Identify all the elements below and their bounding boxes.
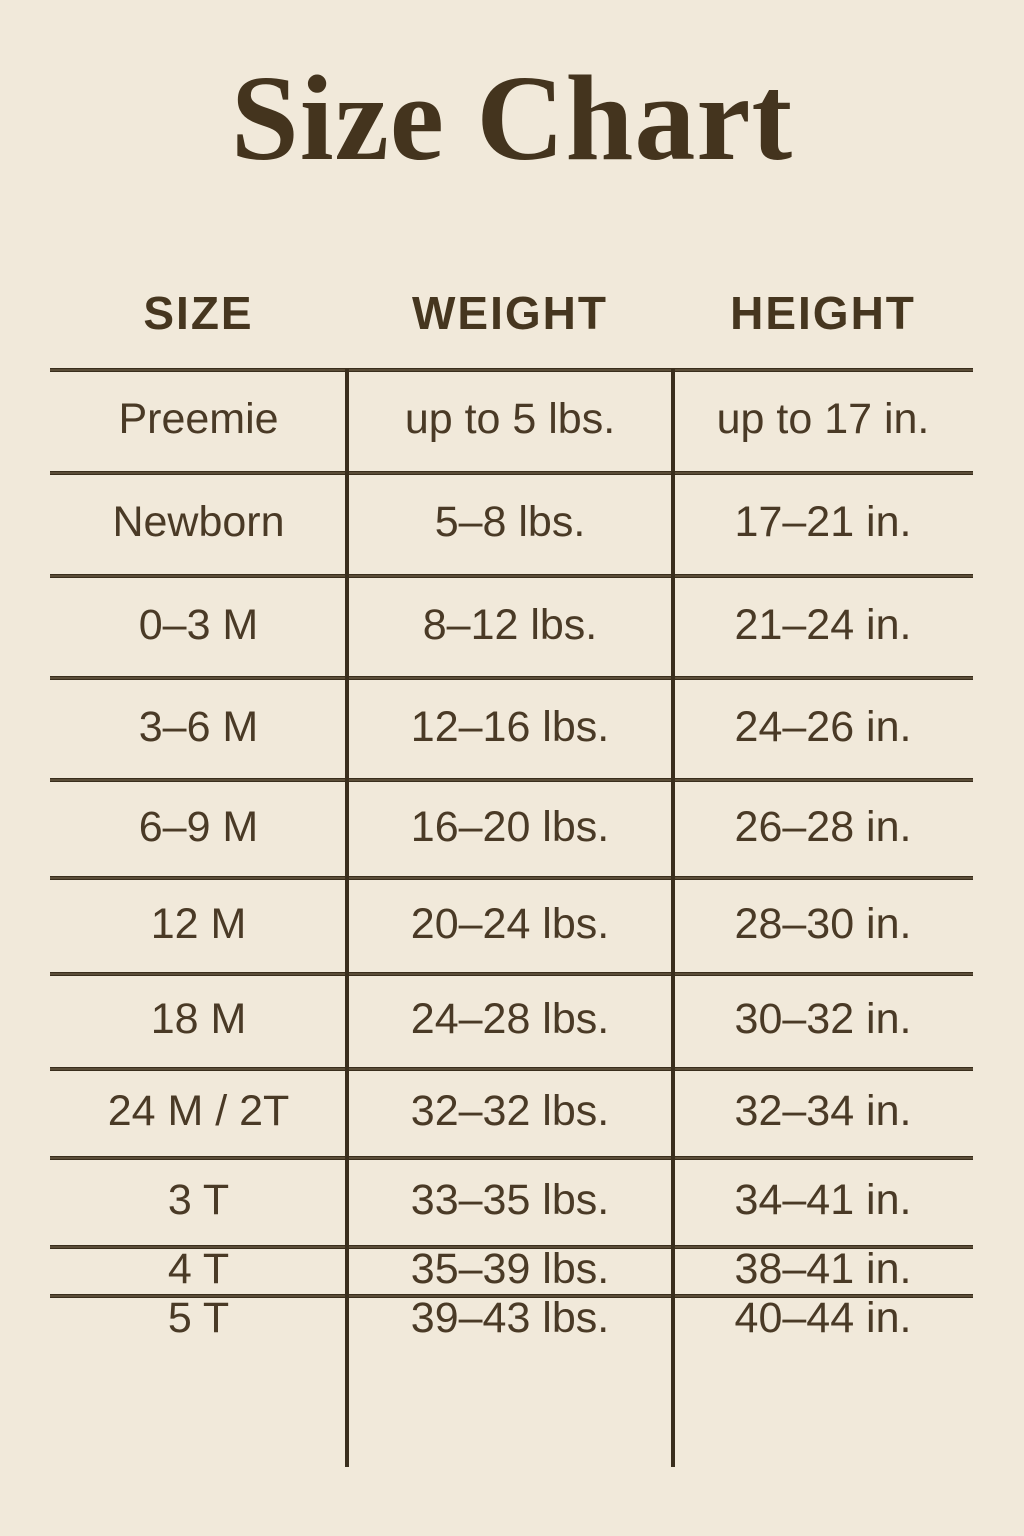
size-cell: 4 T: [167, 1245, 230, 1293]
height-cell: 28–30 in.: [734, 899, 912, 948]
size-cell: 5 T: [167, 1294, 230, 1342]
table-row: Preemie up to 5 lbs. up to 17 in.: [50, 368, 973, 471]
weight-cell: 8–12 lbs.: [422, 600, 598, 649]
weight-cell: 5–8 lbs.: [434, 498, 586, 546]
column-divider: [671, 368, 675, 1467]
weight-cell: 24–28 lbs.: [410, 995, 610, 1043]
weight-cell: 33–35 lbs.: [410, 1176, 610, 1224]
size-table: Preemie up to 5 lbs. up to 17 in. Newbor…: [50, 368, 973, 1467]
size-cell: Newborn: [112, 498, 285, 546]
table-row: 18 M 24–28 lbs. 30–32 in.: [50, 972, 973, 1067]
table-row: Newborn 5–8 lbs. 17–21 in.: [50, 471, 973, 574]
size-cell: Preemie: [118, 395, 279, 443]
height-cell: 17–21 in.: [734, 498, 912, 546]
height-cell: 40–44 in.: [734, 1294, 912, 1342]
weight-cell: up to 5 lbs.: [404, 395, 616, 443]
table-header-row: SIZE WEIGHT HEIGHT: [50, 280, 973, 346]
column-header-height: HEIGHT: [730, 287, 916, 339]
height-cell: 34–41 in.: [734, 1176, 912, 1224]
weight-cell: 20–24 lbs.: [410, 899, 610, 948]
size-cell: 0–3 M: [138, 600, 259, 649]
size-cell: 24 M / 2T: [107, 1087, 290, 1135]
height-cell: up to 17 in.: [716, 395, 930, 443]
table-row: 12 M 20–24 lbs. 28–30 in.: [50, 876, 973, 972]
height-cell: 24–26 in.: [734, 702, 912, 751]
page-title: Size Chart: [230, 51, 794, 186]
table-row: 6–9 M 16–20 lbs. 26–28 in.: [50, 778, 973, 876]
height-cell: 21–24 in.: [734, 600, 912, 649]
table-row: 5 T 39–43 lbs. 40–44 in.: [50, 1294, 973, 1343]
weight-cell: 32–32 lbs.: [410, 1087, 610, 1135]
table-row: 4 T 35–39 lbs. 38–41 in.: [50, 1245, 973, 1294]
weight-cell: 16–20 lbs.: [410, 802, 610, 851]
height-cell: 32–34 in.: [734, 1087, 912, 1135]
weight-cell: 39–43 lbs.: [410, 1294, 610, 1342]
table-row: 24 M / 2T 32–32 lbs. 32–34 in.: [50, 1067, 973, 1156]
column-divider: [345, 368, 349, 1467]
weight-cell: 35–39 lbs.: [410, 1245, 610, 1293]
size-cell: 12 M: [150, 899, 247, 948]
size-cell: 6–9 M: [138, 802, 259, 851]
height-cell: 30–32 in.: [734, 995, 912, 1043]
size-cell: 3 T: [167, 1176, 230, 1224]
height-cell: 26–28 in.: [734, 802, 912, 851]
table-row: 0–3 M 8–12 lbs. 21–24 in.: [50, 574, 973, 676]
column-header-size: SIZE: [143, 287, 254, 339]
weight-cell: 12–16 lbs.: [410, 702, 610, 751]
column-header-weight: WEIGHT: [412, 287, 608, 339]
height-cell: 38–41 in.: [734, 1245, 912, 1293]
table-row: 3 T 33–35 lbs. 34–41 in.: [50, 1156, 973, 1245]
table-row: 3–6 M 12–16 lbs. 24–26 in.: [50, 676, 973, 778]
size-cell: 3–6 M: [138, 702, 259, 751]
size-cell: 18 M: [150, 995, 247, 1043]
